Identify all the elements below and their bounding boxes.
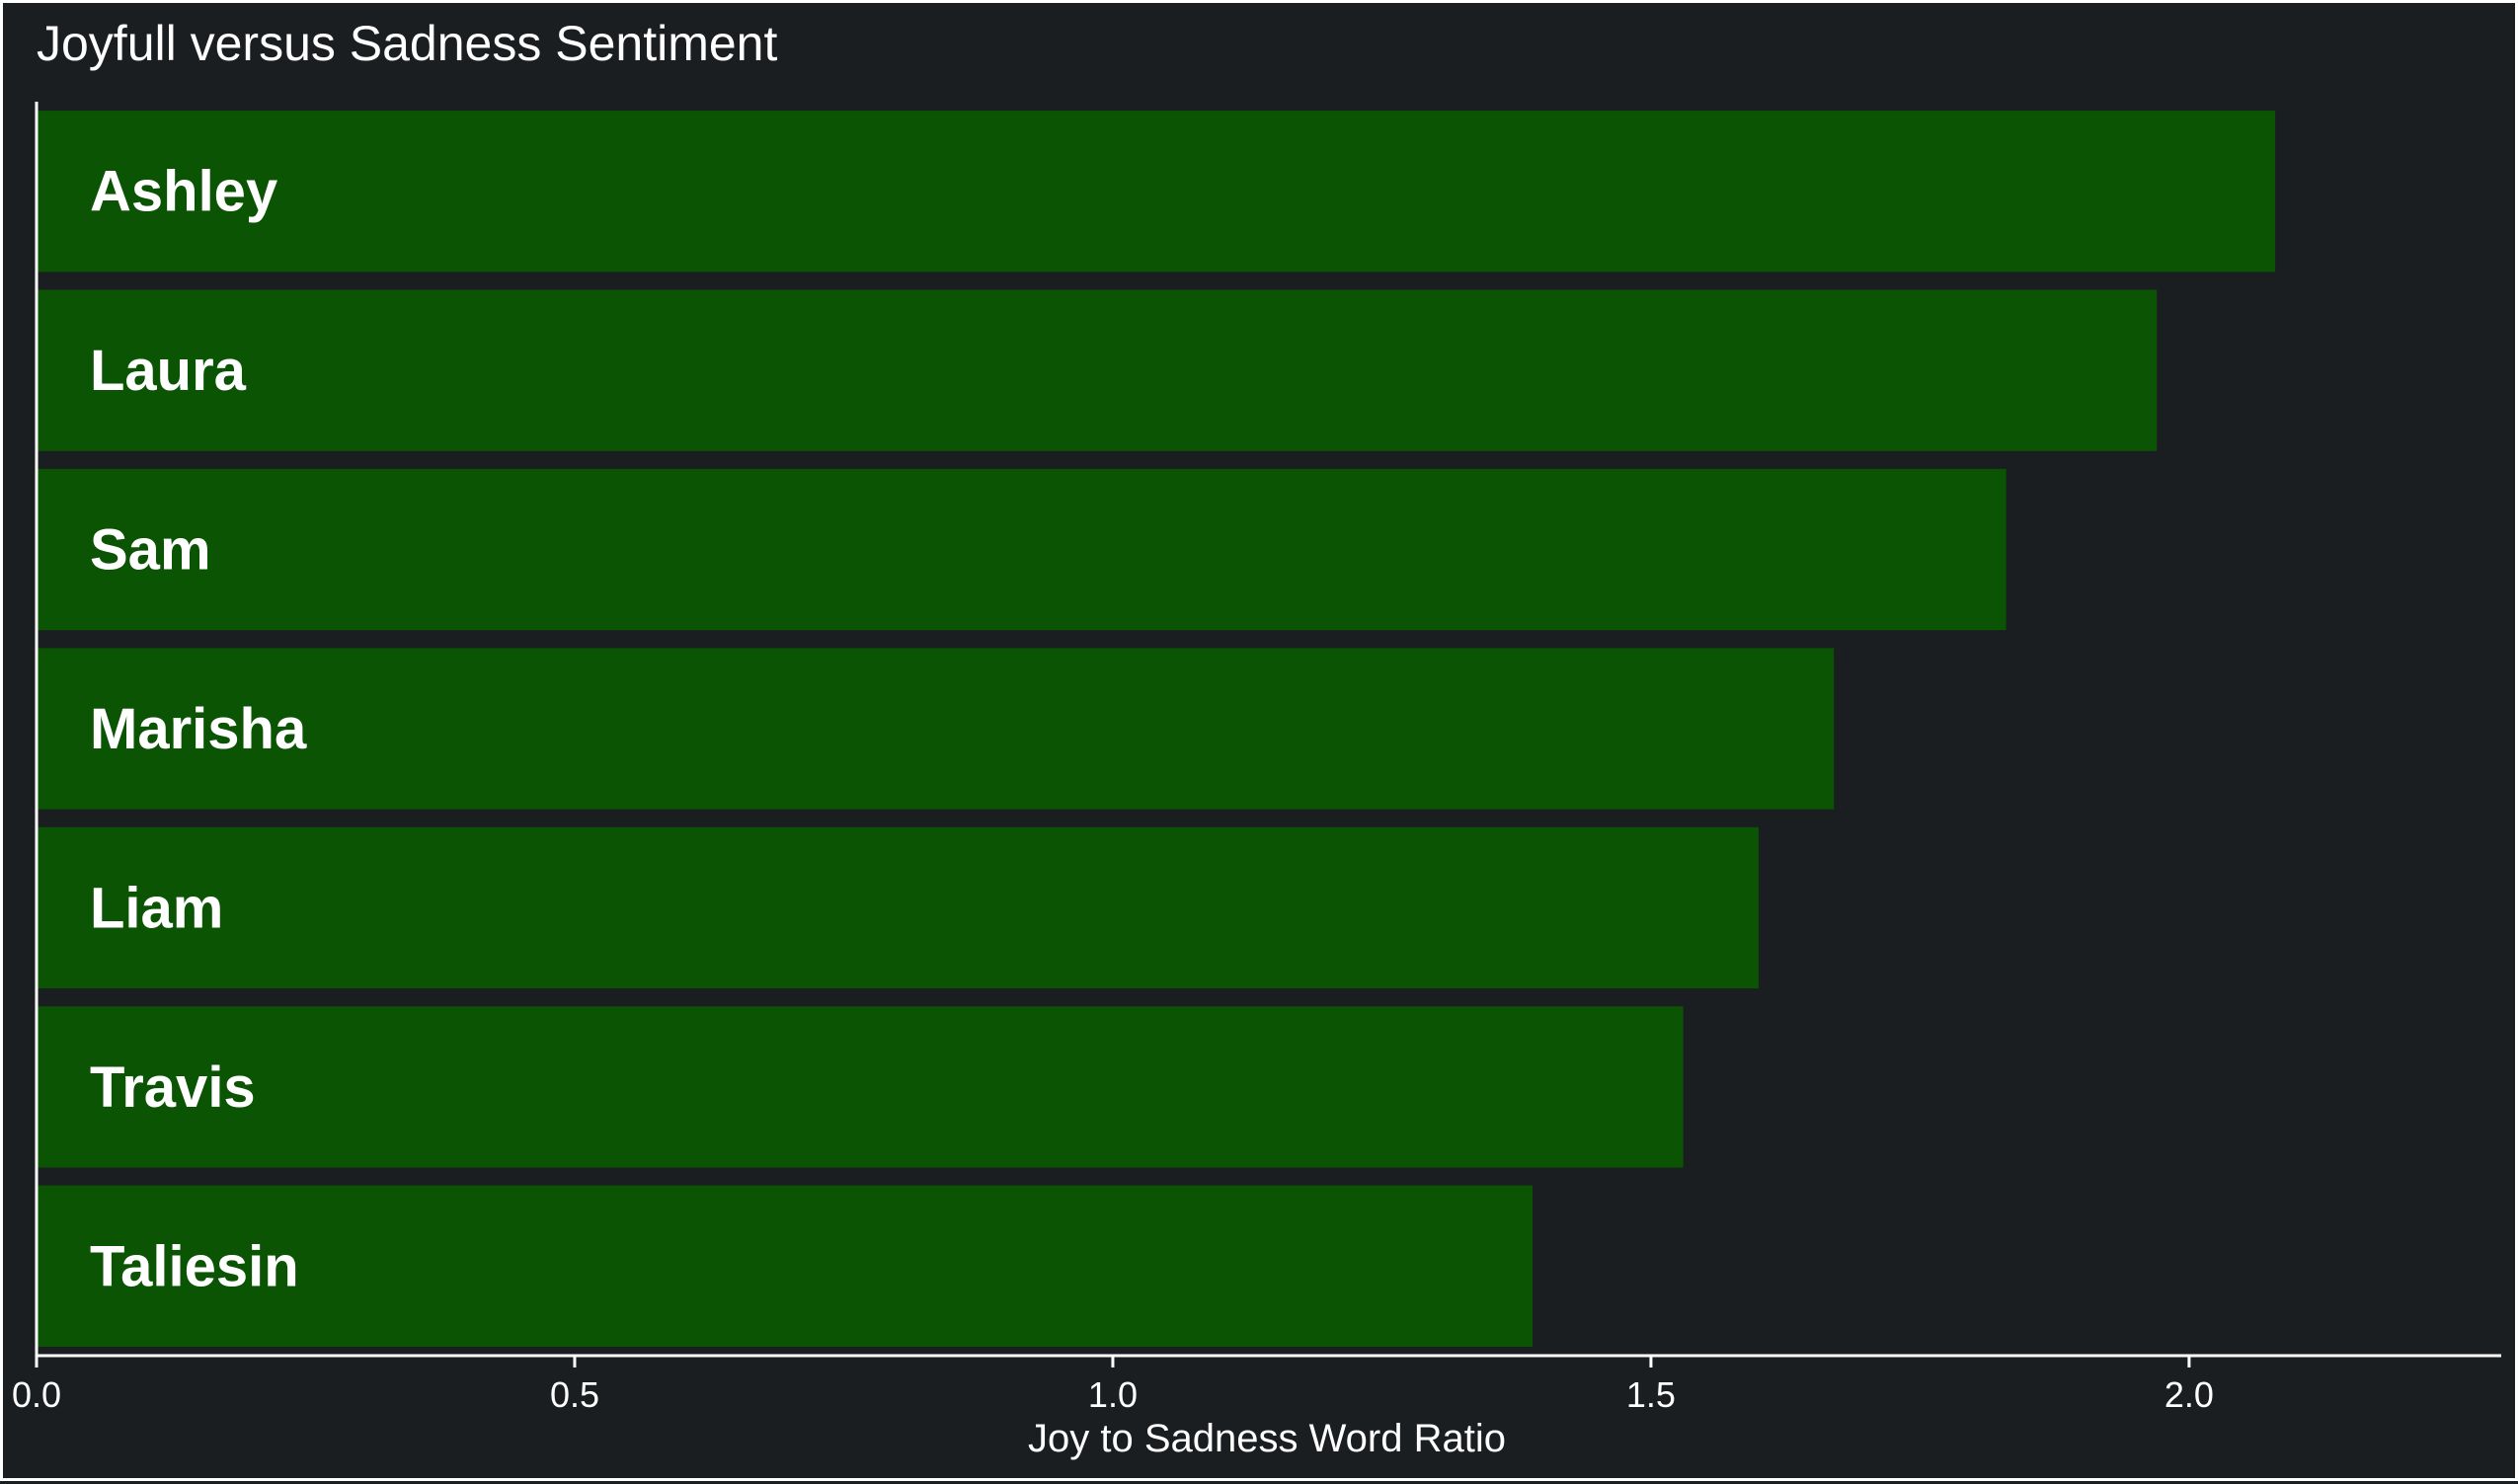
bar-label-travis: Travis: [90, 1055, 256, 1120]
bar-chart: Joyfull versus Sadness Sentiment Ashley L…: [12, 16, 2501, 1460]
bar-marisha: [37, 648, 1835, 810]
bar-label-marisha: Marisha: [90, 697, 307, 761]
bar-label-taliesin: Taliesin: [90, 1234, 299, 1298]
x-tick-label: 0.0: [12, 1374, 61, 1415]
x-tick-label: 1.0: [1088, 1374, 1138, 1415]
bar-label-sam: Sam: [90, 518, 211, 583]
bar-sam: [37, 468, 2007, 631]
bar-ashley: [37, 111, 2276, 273]
bar-taliesin: [37, 1185, 1534, 1347]
bars-layer: [37, 111, 2276, 1347]
x-tick-label: 0.5: [550, 1374, 599, 1415]
x-ticks-layer: 0.0 0.5 1.0 1.5 2.0: [12, 1356, 2214, 1415]
x-axis-title: Joy to Sadness Word Ratio: [1028, 1417, 1506, 1460]
bar-label-liam: Liam: [90, 876, 223, 940]
bar-liam: [37, 826, 1759, 989]
bar-label-laura: Laura: [90, 339, 247, 403]
chart-title: Joyfull versus Sadness Sentiment: [37, 16, 777, 71]
x-tick-label: 1.5: [1626, 1374, 1676, 1415]
bar-laura: [37, 289, 2158, 451]
x-tick-label: 2.0: [2164, 1374, 2214, 1415]
bar-label-ashley: Ashley: [90, 160, 277, 224]
bar-travis: [37, 1006, 1684, 1168]
bar-labels-layer: Ashley Laura Sam Marisha Liam Travis Taliesin: [90, 160, 307, 1299]
